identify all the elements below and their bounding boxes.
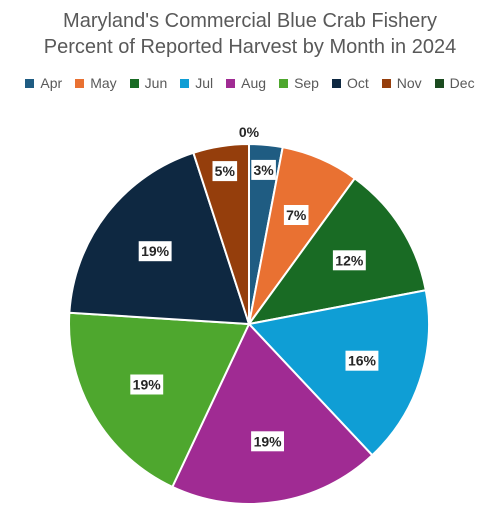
chart-title: Maryland's Commercial Blue Crab Fishery … xyxy=(0,8,500,60)
data-label-box xyxy=(332,250,366,271)
data-label-may: 7% xyxy=(283,205,309,225)
pie-slice-nov xyxy=(192,143,250,325)
legend-swatch xyxy=(75,78,85,88)
legend-item-jun: Jun xyxy=(129,75,168,91)
legend-item-oct: Oct xyxy=(331,75,369,91)
data-label-box xyxy=(138,241,172,262)
data-label-oct: 19% xyxy=(138,241,172,262)
legend-label: Sep xyxy=(294,75,319,91)
data-labels: 3% 7% 12% 16% 19% 19% 19% 5% 0% xyxy=(130,124,379,452)
data-label-text: 19% xyxy=(254,433,283,449)
data-label-aug: 19% xyxy=(251,431,284,452)
data-label-text: 7% xyxy=(286,207,307,223)
legend-label: May xyxy=(90,75,117,91)
chart-title-line-2: Percent of Reported Harvest by Month in … xyxy=(43,36,457,58)
data-label-text: 0% xyxy=(239,124,260,140)
legend-swatch xyxy=(434,78,444,88)
chart-title-line-1: Maryland's Commercial Blue Crab Fishery xyxy=(63,10,437,32)
data-label-jun: 12% xyxy=(332,250,366,271)
data-label-dec: 0% xyxy=(239,124,260,140)
legend-item-may: May xyxy=(75,75,117,91)
data-label-box xyxy=(251,159,276,180)
pie-slice-jul xyxy=(248,289,430,457)
legend-item-aug: Aug xyxy=(226,75,266,91)
data-label-jul: 16% xyxy=(345,350,379,371)
legend-label: Dec xyxy=(449,75,475,91)
legend-item-apr: Apr xyxy=(25,75,62,91)
legend-item-dec: Dec xyxy=(434,75,475,91)
legend-swatch xyxy=(279,78,289,88)
data-label-box xyxy=(130,374,164,395)
legend-item-nov: Nov xyxy=(381,75,422,91)
data-label-box xyxy=(283,205,309,225)
legend-label: Oct xyxy=(346,75,369,91)
legend-label: Apr xyxy=(40,75,63,91)
legend-swatch xyxy=(129,78,139,88)
data-label-text: 19% xyxy=(141,243,170,259)
legend-label: Jul xyxy=(195,75,214,91)
legend-item-jul: Jul xyxy=(180,75,213,91)
data-label-nov: 5% xyxy=(212,161,238,182)
data-label-text: 16% xyxy=(348,353,377,369)
data-label-box xyxy=(212,161,238,182)
data-label-box xyxy=(345,350,379,371)
legend-item-sep: Sep xyxy=(279,75,319,91)
legend-swatch xyxy=(381,78,391,88)
legend-swatch xyxy=(331,78,341,88)
legend-swatch xyxy=(180,78,190,88)
data-label-apr: 3% xyxy=(251,159,276,180)
legend-swatch xyxy=(25,78,35,88)
legend: Apr May Jun Jul Aug Sep Oct Nov Dec xyxy=(0,75,500,91)
data-label-box xyxy=(251,431,284,452)
data-label-text: 19% xyxy=(133,377,162,393)
data-label-sep: 19% xyxy=(130,374,164,395)
pie-slice-oct xyxy=(68,151,250,325)
pie-slice-aug xyxy=(171,323,374,505)
data-label-text: 3% xyxy=(253,162,274,178)
pie-slice-sep xyxy=(68,311,250,488)
pie-slices xyxy=(68,143,430,505)
legend-label: Jun xyxy=(144,75,168,91)
legend-swatch xyxy=(226,78,236,88)
legend-label: Aug xyxy=(241,75,267,91)
data-label-text: 12% xyxy=(335,252,364,268)
legend-label: Nov xyxy=(396,75,422,91)
data-label-text: 5% xyxy=(215,163,236,179)
